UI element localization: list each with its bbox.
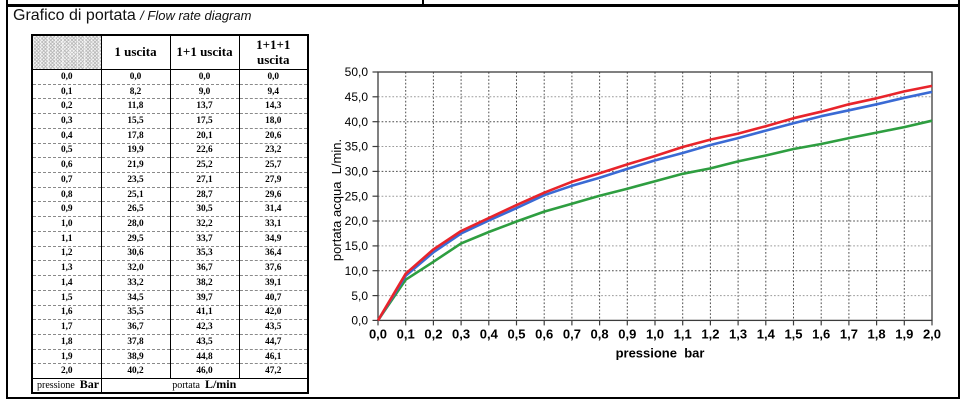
svg-text:25,0: 25,0 bbox=[345, 189, 369, 203]
svg-text:1,8: 1,8 bbox=[868, 327, 886, 342]
svg-text:1,6: 1,6 bbox=[812, 327, 830, 342]
svg-text:20,0: 20,0 bbox=[345, 214, 369, 228]
svg-text:10,0: 10,0 bbox=[345, 264, 369, 278]
svg-text:0,5: 0,5 bbox=[507, 327, 525, 342]
svg-text:0,2: 0,2 bbox=[424, 327, 442, 342]
svg-text:0,3: 0,3 bbox=[452, 327, 470, 342]
svg-text:0,0: 0,0 bbox=[351, 314, 368, 328]
svg-text:0,7: 0,7 bbox=[563, 327, 581, 342]
svg-text:30,0: 30,0 bbox=[345, 165, 369, 179]
svg-text:45,0: 45,0 bbox=[345, 90, 369, 104]
svg-text:1,1: 1,1 bbox=[674, 327, 692, 342]
svg-text:2,0: 2,0 bbox=[923, 327, 941, 342]
svg-text:1,7: 1,7 bbox=[840, 327, 858, 342]
svg-text:0,0: 0,0 bbox=[369, 327, 387, 342]
svg-text:1,5: 1,5 bbox=[784, 327, 802, 342]
svg-text:5,0: 5,0 bbox=[351, 289, 368, 303]
svg-text:1,3: 1,3 bbox=[729, 327, 747, 342]
svg-text:1,2: 1,2 bbox=[701, 327, 719, 342]
svg-text:0,1: 0,1 bbox=[397, 327, 415, 342]
svg-text:15,0: 15,0 bbox=[345, 239, 369, 253]
svg-text:0,4: 0,4 bbox=[480, 327, 499, 342]
svg-text:pressione bar: pressione bar bbox=[616, 346, 705, 361]
svg-text:50,0: 50,0 bbox=[345, 65, 369, 79]
svg-text:1,4: 1,4 bbox=[757, 327, 776, 342]
svg-text:35,0: 35,0 bbox=[345, 140, 369, 154]
svg-text:0,6: 0,6 bbox=[535, 327, 553, 342]
svg-text:0,8: 0,8 bbox=[591, 327, 609, 342]
svg-text:1,0: 1,0 bbox=[646, 327, 664, 342]
svg-text:40,0: 40,0 bbox=[345, 115, 369, 129]
svg-text:portata acqua L/min.: portata acqua L/min. bbox=[329, 139, 344, 261]
svg-text:0,9: 0,9 bbox=[618, 327, 636, 342]
svg-text:1,9: 1,9 bbox=[895, 327, 913, 342]
